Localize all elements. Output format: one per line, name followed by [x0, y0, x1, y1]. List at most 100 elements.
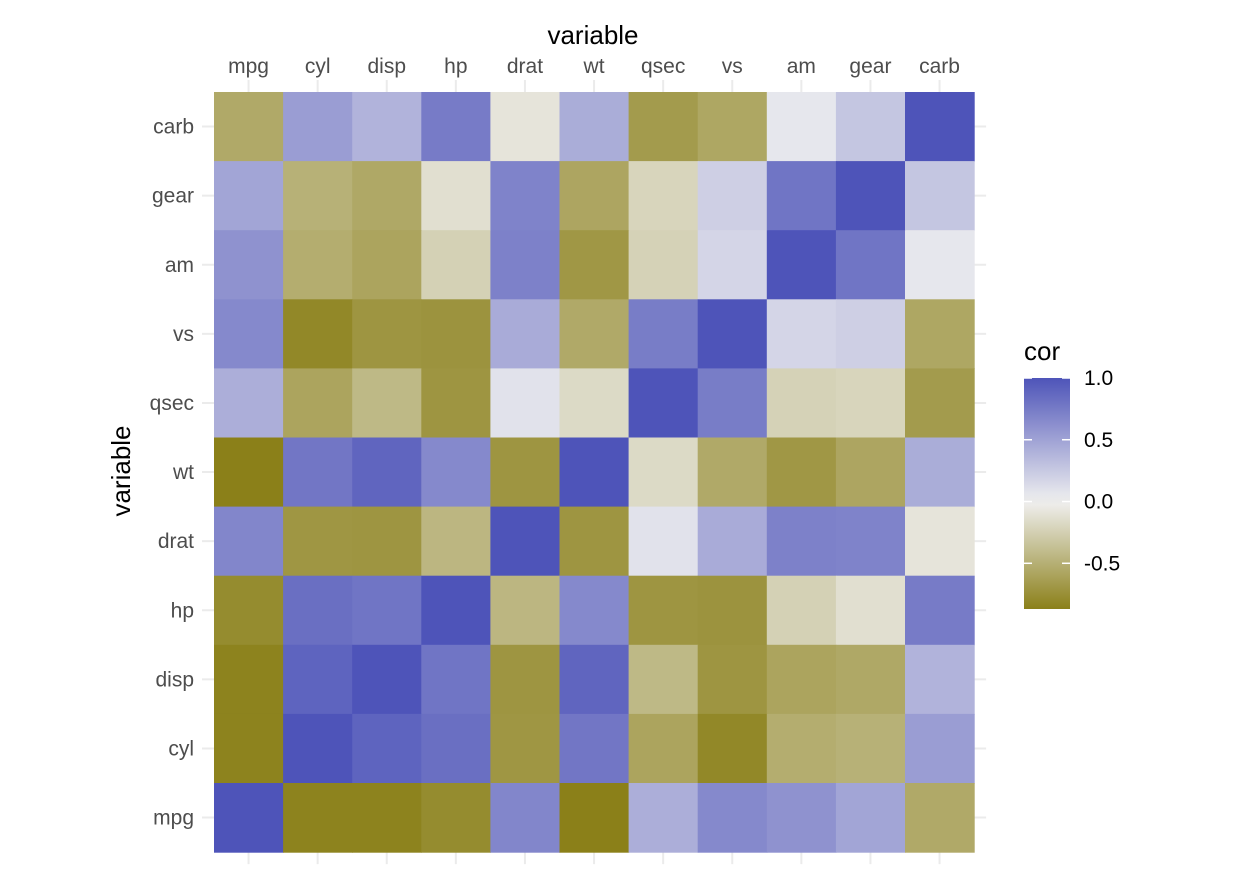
tile-mpg-mpg [214, 783, 284, 853]
y-tick-label-hp: hp [171, 599, 194, 622]
tile-drat-wt [559, 506, 630, 577]
tile-drat-hp [421, 506, 491, 577]
tile-qsec-am [766, 368, 837, 439]
legend-tick-label: 0.5 [1084, 429, 1113, 452]
tile-cyl-gear [835, 713, 906, 784]
tile-carb-qsec [628, 92, 699, 162]
tile-gear-gear [835, 161, 906, 231]
x-tick-label-wt: wt [583, 55, 605, 78]
tile-hp-cyl [283, 575, 353, 646]
legend-title: cor [1024, 336, 1060, 366]
tile-disp-wt [559, 644, 630, 715]
tile-cyl-mpg [214, 713, 284, 784]
tile-wt-hp [421, 437, 491, 508]
tile-disp-disp [352, 644, 422, 715]
tile-am-drat [490, 230, 561, 300]
tile-drat-drat [490, 506, 561, 577]
tile-drat-carb [905, 506, 975, 577]
tile-wt-carb [905, 437, 975, 508]
tile-wt-wt [559, 437, 630, 508]
tile-am-vs [697, 230, 768, 300]
y-tick-label-drat: drat [158, 530, 194, 553]
tile-wt-disp [352, 437, 422, 508]
tile-mpg-vs [697, 783, 768, 853]
tile-qsec-carb [905, 368, 975, 439]
tile-wt-vs [697, 437, 768, 508]
tile-disp-cyl [283, 644, 353, 715]
tile-cyl-qsec [628, 713, 699, 784]
tile-am-wt [559, 230, 630, 300]
tile-gear-drat [490, 161, 561, 231]
tile-vs-hp [421, 299, 491, 369]
x-tick-label-carb: carb [919, 55, 960, 78]
tile-vs-drat [490, 299, 561, 369]
tile-hp-mpg [214, 575, 284, 646]
tile-wt-cyl [283, 437, 353, 508]
tile-vs-wt [559, 299, 630, 369]
tile-vs-am [766, 299, 837, 369]
tile-disp-am [766, 644, 837, 715]
x-tick-label-hp: hp [444, 55, 467, 78]
tile-gear-cyl [283, 161, 353, 231]
y-tick-label-wt: wt [172, 461, 194, 484]
x-tick-label-qsec: qsec [641, 55, 685, 78]
tile-carb-carb [905, 92, 975, 162]
tile-wt-am [766, 437, 837, 508]
y-tick-label-qsec: qsec [150, 392, 194, 415]
tile-hp-am [766, 575, 837, 646]
tile-carb-am [766, 92, 837, 162]
tile-cyl-hp [421, 713, 491, 784]
tile-qsec-qsec [628, 368, 699, 439]
tile-vs-qsec [628, 299, 699, 369]
tile-gear-mpg [214, 161, 284, 231]
tile-mpg-hp [421, 783, 491, 853]
heatmap-tiles [214, 92, 975, 853]
legend-tick-label: 1.0 [1084, 367, 1113, 390]
x-tick-label-disp: disp [367, 55, 406, 78]
legend: cor 1.0 0.5 0.0 -0.5 [1024, 336, 1120, 609]
tile-wt-qsec [628, 437, 699, 508]
tile-mpg-disp [352, 783, 422, 853]
tile-mpg-carb [905, 783, 975, 853]
tile-disp-drat [490, 644, 561, 715]
tile-disp-qsec [628, 644, 699, 715]
tile-carb-wt [559, 92, 630, 162]
tile-cyl-wt [559, 713, 630, 784]
tile-carb-disp [352, 92, 422, 162]
x-tick-label-gear: gear [849, 55, 891, 78]
y-tick-label-disp: disp [155, 668, 194, 691]
tile-gear-hp [421, 161, 491, 231]
tile-carb-vs [697, 92, 768, 162]
x-tick-label-drat: drat [507, 55, 543, 78]
tile-cyl-disp [352, 713, 422, 784]
tile-qsec-gear [835, 368, 906, 439]
tile-carb-cyl [283, 92, 353, 162]
y-tick-label-mpg: mpg [153, 807, 194, 830]
tile-mpg-cyl [283, 783, 353, 853]
x-tick-label-vs: vs [722, 55, 743, 78]
y-tick-label-cyl: cyl [168, 737, 194, 760]
x-tick-label-cyl: cyl [305, 55, 331, 78]
tile-qsec-disp [352, 368, 422, 439]
legend-ticks: 1.0 0.5 0.0 -0.5 [1024, 367, 1120, 575]
tile-qsec-cyl [283, 368, 353, 439]
tile-cyl-cyl [283, 713, 353, 784]
tile-hp-drat [490, 575, 561, 646]
x-tick-label-mpg: mpg [228, 55, 269, 78]
y-tick-label-vs: vs [173, 323, 194, 346]
tile-mpg-drat [490, 783, 561, 853]
tile-gear-am [766, 161, 837, 231]
tile-drat-qsec [628, 506, 699, 577]
tile-mpg-gear [835, 783, 906, 853]
tile-cyl-am [766, 713, 837, 784]
tile-wt-gear [835, 437, 906, 508]
tile-cyl-vs [697, 713, 768, 784]
tile-cyl-drat [490, 713, 561, 784]
tile-vs-mpg [214, 299, 284, 369]
tile-mpg-am [766, 783, 837, 853]
tile-hp-wt [559, 575, 630, 646]
tile-qsec-drat [490, 368, 561, 439]
tile-gear-disp [352, 161, 422, 231]
tile-carb-hp [421, 92, 491, 162]
